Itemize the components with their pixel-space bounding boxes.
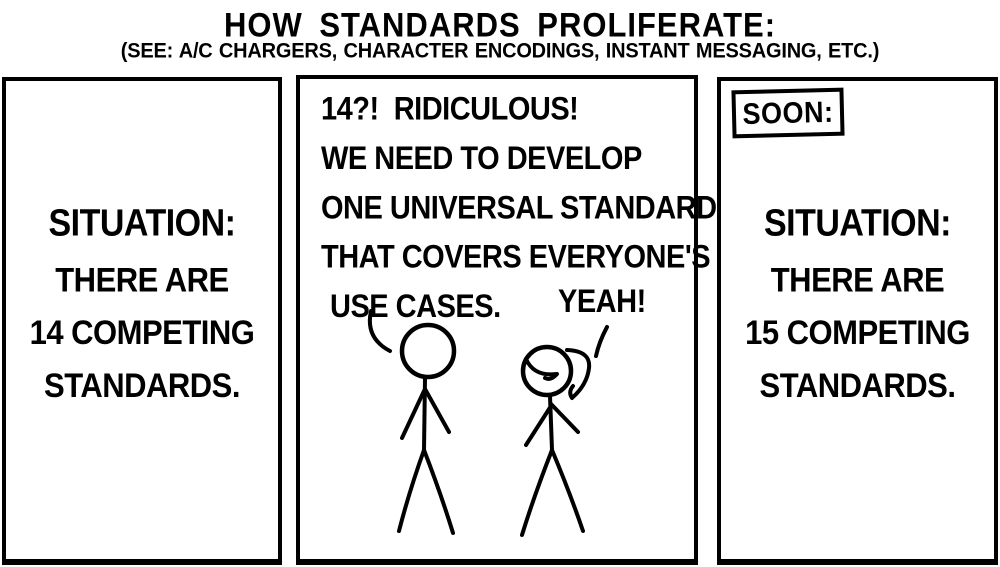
comic-title: HOW STANDARDS PROLIFERATE: [223, 5, 777, 45]
speech-line: USE CASES. [330, 288, 501, 325]
panel-situation-before: SITUATION: THERE ARE 14 COMPETING STANDA… [2, 77, 282, 565]
caption-line: 15 COMPETING [745, 312, 970, 353]
panel-conversation: 14?! RIDICULOUS! WE NEED TO DEVELOP ONE … [296, 75, 717, 565]
caption-line: SITUATION: [763, 201, 952, 245]
caption-line: 14 COMPETING [29, 312, 255, 353]
soon-label-box: SOON: [731, 87, 845, 139]
soon-label: SOON: [742, 94, 834, 131]
speech-line: 14?! RIDICULOUS! [321, 91, 579, 128]
caption-after: SITUATION: THERE ARE 15 COMPETING STANDA… [721, 193, 994, 411]
caption-line: STANDARDS. [44, 365, 240, 405]
speech-line: THAT COVERS EVERYONE'S [321, 239, 711, 276]
caption-line: SITUATION: [48, 201, 236, 245]
speech-line: WE NEED TO DEVELOP [321, 141, 642, 177]
reply-text: YEAH! [558, 284, 646, 320]
caption-line: THERE ARE [770, 260, 945, 300]
caption-line: THERE ARE [55, 260, 229, 300]
speech-line: ONE UNIVERSAL STANDARD [321, 190, 717, 227]
panel-situation-after: SOON: SITUATION: THERE ARE 15 COMPETING … [717, 77, 998, 565]
caption-line: STANDARDS. [759, 365, 956, 405]
speech-text: 14?! RIDICULOUS! WE NEED TO DEVELOP ONE … [321, 85, 717, 331]
comic-subtitle: (SEE: A/C CHARGERS, CHARACTER ENCODINGS,… [120, 39, 880, 63]
caption-before: SITUATION: THERE ARE 14 COMPETING STANDA… [6, 193, 278, 411]
